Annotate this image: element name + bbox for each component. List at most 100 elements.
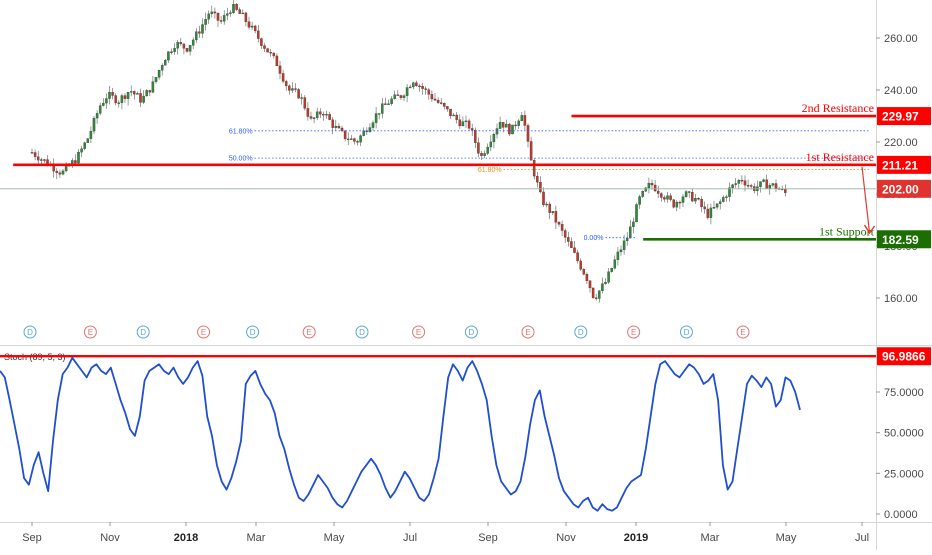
candle-up: [675, 201, 679, 208]
candle-up: [387, 103, 390, 105]
candle-down: [179, 42, 183, 45]
candle-up: [195, 31, 198, 41]
level-price-tag-bg: [877, 230, 931, 249]
candle-down: [415, 82, 418, 87]
candle-up: [80, 148, 83, 153]
candle-down: [346, 138, 350, 141]
candle-up: [222, 15, 226, 22]
candle-up: [315, 111, 319, 118]
candle-down: [542, 191, 545, 206]
time-axis-tick-label: 2018: [174, 532, 198, 544]
level-price-tag-bg: [877, 155, 931, 174]
candle-up: [408, 86, 412, 89]
candle-up: [498, 122, 502, 129]
projection-arrow-head: [863, 224, 876, 235]
time-axis-tick-label: Nov: [556, 532, 576, 544]
candle-down: [570, 241, 573, 248]
candle-up: [350, 138, 353, 140]
candle-down: [653, 184, 657, 192]
candle-down: [319, 111, 322, 115]
price-axis-tick-label: 240.00: [884, 85, 918, 97]
candle-down: [697, 198, 700, 200]
candle-up: [83, 142, 86, 149]
candle-down: [337, 125, 341, 129]
candle-down: [563, 230, 567, 238]
candle-down: [585, 274, 589, 281]
candle-up: [768, 185, 772, 189]
candle-up: [551, 211, 555, 213]
candle-up: [151, 81, 155, 93]
candle-down: [356, 141, 359, 143]
stochastic-axis-tick-label: 50.0000: [884, 428, 924, 440]
candle-up: [635, 204, 638, 223]
candle-up: [232, 3, 235, 13]
candle-up: [167, 51, 170, 61]
candle-up: [622, 240, 626, 250]
time-axis-tick-label: Sep: [22, 532, 42, 544]
dividend-event-marker: [464, 325, 478, 339]
candle-up: [61, 170, 65, 175]
candle-down: [424, 88, 427, 90]
candle-down: [74, 160, 77, 164]
candle-down: [269, 51, 272, 54]
candle-up: [619, 249, 623, 253]
candle-up: [390, 98, 393, 104]
candle-down: [746, 185, 750, 187]
level-label: 2nd Resistance: [802, 101, 874, 115]
event-marker-label: D: [684, 328, 690, 337]
candle-up: [505, 123, 508, 128]
level-price-tag: 211.21: [882, 158, 918, 172]
candle-up: [601, 283, 604, 291]
stochastic-line: [0, 356, 801, 512]
candle-up: [613, 259, 617, 269]
candle-down: [508, 123, 511, 135]
candle-down: [260, 38, 263, 46]
candle-down: [340, 127, 344, 131]
candle-down: [526, 125, 530, 142]
candle-down: [238, 9, 241, 14]
candle-down: [148, 90, 152, 93]
candle-down: [322, 114, 325, 116]
candle-up: [117, 102, 121, 104]
candle-up: [120, 95, 124, 103]
candle-down: [470, 128, 474, 131]
event-marker-label: E: [416, 328, 421, 337]
candle-down: [309, 116, 313, 119]
candle-down: [36, 156, 40, 161]
candle-down: [660, 193, 663, 198]
candle-down: [743, 180, 747, 186]
candlestick-series: [30, 0, 787, 303]
candle-up: [709, 207, 713, 218]
candle-down: [467, 120, 471, 129]
time-axis-tick-label: Mar: [247, 532, 266, 544]
price-axis-tick-label: 220.00: [884, 137, 918, 149]
projection-arrow-shaft: [861, 166, 871, 234]
candle-down: [170, 51, 173, 53]
level-label: 1st Support: [819, 224, 875, 238]
candle-down: [278, 65, 282, 74]
level-price-tag-bg: [877, 107, 931, 126]
candle-down: [123, 95, 127, 99]
earnings-event-marker: [83, 325, 97, 339]
candle-up: [226, 13, 229, 16]
candle-up: [359, 135, 362, 143]
candle-up: [722, 197, 725, 202]
candle-down: [691, 191, 694, 202]
candle-down: [474, 129, 477, 143]
event-marker-label: D: [250, 328, 256, 337]
price-axis-tick-label: 260.00: [884, 33, 918, 45]
candle-up: [176, 42, 179, 49]
candle-down: [678, 201, 682, 204]
candle-up: [250, 25, 254, 28]
candle-down: [458, 119, 462, 127]
event-marker-label: E: [201, 328, 206, 337]
candle-down: [446, 106, 449, 110]
candle-down: [198, 31, 201, 34]
candle-down: [284, 81, 288, 87]
stochastic-pane: Stoch (89, 5, 3): [0, 352, 876, 512]
candle-down: [579, 260, 582, 270]
